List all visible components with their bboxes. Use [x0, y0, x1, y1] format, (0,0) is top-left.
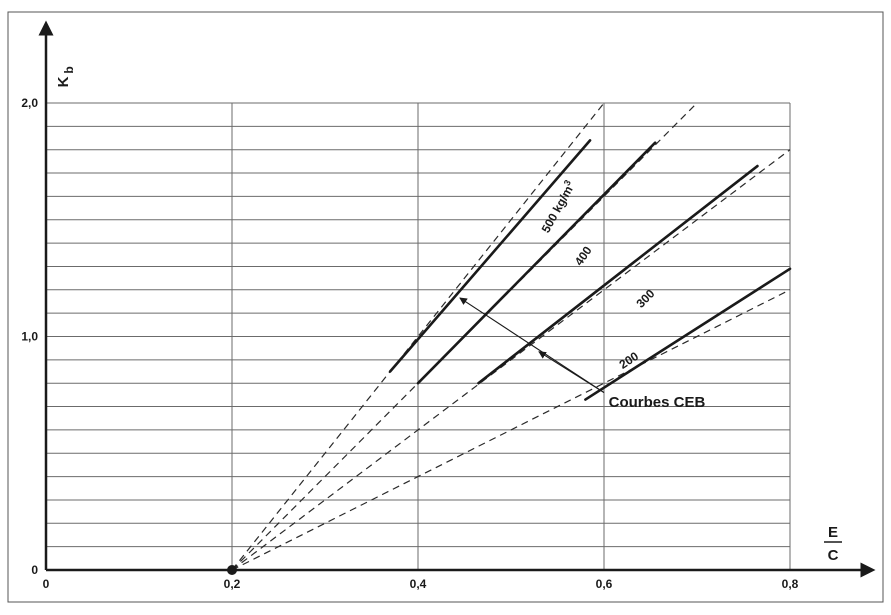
- x-tick-label: 0,4: [410, 577, 427, 591]
- axes: [38, 20, 876, 578]
- series-label-text: 400: [572, 243, 595, 268]
- y-tick-label: 2,0: [21, 96, 38, 110]
- series-lines: [227, 102, 792, 575]
- x-axis-title-denominator: C: [828, 547, 839, 564]
- x-tick-label: 0,8: [782, 577, 799, 591]
- y-axis-title-sub: b: [62, 66, 76, 73]
- series-solid-line: [584, 267, 792, 401]
- series-solid-line: [477, 164, 759, 385]
- tick-labels: 0 0,2 0,4 0,6 0,8 0 1,0 2,0: [21, 96, 798, 591]
- annotation: Courbes CEB: [459, 297, 706, 411]
- series-label: 400: [572, 243, 595, 268]
- grid: [45, 102, 791, 571]
- x-tick-label: 0: [43, 577, 50, 591]
- x-axis-title-numerator: E: [828, 524, 838, 541]
- annotation-arrow: [459, 297, 605, 393]
- y-axis-title: K b: [55, 66, 76, 87]
- y-tick-label: 0: [31, 563, 38, 577]
- series-label-text: 200: [617, 349, 642, 372]
- series-dashed-line: [231, 149, 791, 571]
- origin-point: [227, 565, 237, 575]
- series-dashed-line: [231, 289, 791, 571]
- x-axis-title: E C: [824, 524, 842, 564]
- y-tick-label: 1,0: [21, 330, 38, 344]
- x-tick-label: 0,2: [224, 577, 241, 591]
- series-dashed-line: [231, 102, 605, 571]
- series-solid-line: [388, 139, 592, 373]
- annotation-text: Courbes CEB: [609, 394, 706, 411]
- annotation-arrow: [538, 351, 605, 394]
- series-solid-line: [416, 141, 657, 385]
- y-axis-title-main: K: [55, 76, 72, 87]
- page-border: [7, 11, 884, 603]
- series-label: 200: [617, 349, 642, 372]
- series-label-superscript: 3: [562, 178, 573, 187]
- x-tick-label: 0,6: [596, 577, 613, 591]
